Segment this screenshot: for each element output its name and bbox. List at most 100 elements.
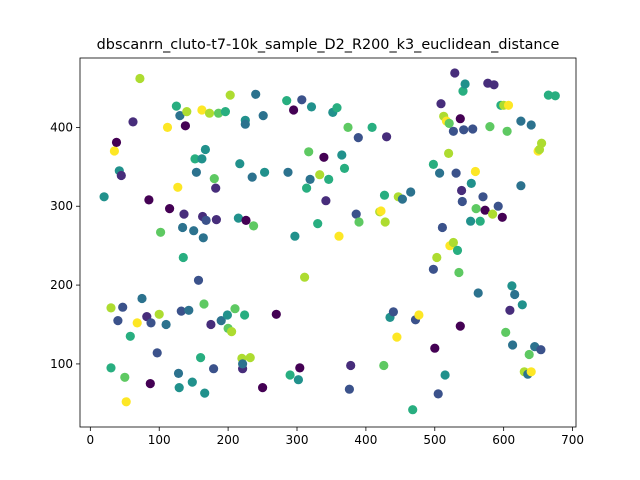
data-point bbox=[428, 264, 438, 274]
data-point bbox=[507, 281, 517, 291]
data-point bbox=[241, 215, 251, 225]
x-axis: 0 100 200 300 400 500 600 700 bbox=[87, 427, 584, 447]
data-point bbox=[388, 307, 398, 317]
data-point bbox=[436, 99, 446, 109]
data-point bbox=[113, 316, 123, 326]
data-point bbox=[156, 227, 166, 237]
data-point bbox=[454, 267, 464, 278]
data-point bbox=[324, 174, 334, 184]
data-point bbox=[245, 353, 255, 363]
data-point bbox=[493, 201, 503, 211]
data-point bbox=[175, 111, 185, 121]
data-point bbox=[302, 183, 312, 193]
data-point bbox=[380, 217, 390, 227]
data-point bbox=[206, 319, 216, 330]
data-point bbox=[213, 108, 224, 118]
data-point bbox=[132, 318, 142, 328]
x-tick-label: 100 bbox=[148, 433, 171, 447]
data-point bbox=[488, 209, 498, 219]
data-point bbox=[295, 363, 305, 373]
data-point bbox=[222, 310, 232, 320]
data-point bbox=[367, 122, 377, 132]
data-point bbox=[516, 181, 526, 191]
data-point bbox=[430, 343, 440, 353]
data-point bbox=[121, 397, 131, 407]
data-point bbox=[184, 305, 194, 315]
x-tick-label: 600 bbox=[492, 433, 515, 447]
data-point bbox=[109, 146, 119, 156]
data-point bbox=[128, 117, 138, 127]
data-point bbox=[406, 187, 416, 197]
data-point bbox=[315, 170, 325, 180]
data-point bbox=[145, 379, 155, 389]
data-point bbox=[165, 204, 175, 214]
data-point bbox=[319, 152, 329, 162]
data-point bbox=[344, 384, 354, 394]
data-point bbox=[459, 125, 469, 135]
data-point bbox=[507, 340, 518, 350]
data-point bbox=[543, 90, 554, 100]
y-tick-label: 400 bbox=[50, 120, 73, 134]
data-point bbox=[209, 364, 219, 374]
data-point bbox=[258, 111, 268, 121]
data-point bbox=[550, 91, 560, 101]
data-point bbox=[190, 154, 200, 164]
data-point bbox=[397, 194, 407, 204]
y-tick-label: 200 bbox=[50, 278, 73, 292]
data-point bbox=[526, 120, 536, 130]
data-point bbox=[216, 316, 226, 326]
data-point bbox=[460, 79, 470, 89]
data-point bbox=[516, 116, 526, 126]
data-point bbox=[376, 206, 386, 216]
data-point bbox=[260, 167, 270, 177]
data-point bbox=[432, 252, 442, 263]
data-point bbox=[501, 327, 511, 337]
data-point bbox=[306, 102, 317, 112]
data-point bbox=[191, 167, 201, 177]
data-point bbox=[475, 216, 485, 226]
y-tick-label: 300 bbox=[50, 199, 73, 213]
data-point bbox=[238, 359, 248, 369]
data-point bbox=[428, 159, 438, 169]
data-point bbox=[455, 114, 465, 124]
data-point bbox=[225, 90, 235, 100]
data-point bbox=[135, 73, 145, 84]
data-point bbox=[146, 318, 156, 328]
data-point bbox=[354, 217, 364, 227]
data-point bbox=[193, 275, 204, 285]
data-point bbox=[179, 209, 189, 219]
data-point bbox=[471, 204, 481, 214]
x-tick-label: 700 bbox=[561, 433, 584, 447]
data-point bbox=[503, 100, 514, 110]
data-point bbox=[111, 137, 122, 147]
data-point bbox=[173, 368, 184, 378]
data-point bbox=[161, 319, 171, 330]
data-point bbox=[489, 80, 499, 90]
data-point bbox=[466, 216, 476, 226]
data-point bbox=[332, 103, 342, 113]
x-tick-label: 300 bbox=[286, 433, 309, 447]
data-point bbox=[258, 383, 268, 393]
x-tick-label: 0 bbox=[87, 433, 95, 447]
data-point bbox=[408, 405, 418, 415]
data-point bbox=[211, 215, 221, 225]
data-point bbox=[106, 303, 116, 313]
data-point bbox=[478, 192, 488, 202]
data-point bbox=[517, 300, 527, 310]
data-point bbox=[180, 121, 190, 131]
data-point bbox=[337, 150, 347, 160]
data-point bbox=[458, 86, 468, 96]
data-point bbox=[305, 174, 315, 184]
data-point bbox=[182, 107, 192, 117]
x-tick-label: 500 bbox=[423, 433, 446, 447]
data-point bbox=[524, 349, 534, 360]
data-point bbox=[304, 147, 314, 157]
y-tick-label: 100 bbox=[50, 357, 73, 371]
data-point bbox=[240, 119, 250, 129]
data-point bbox=[174, 383, 184, 393]
data-point bbox=[187, 377, 197, 387]
y-axis: 100 200 300 400 bbox=[50, 120, 80, 371]
